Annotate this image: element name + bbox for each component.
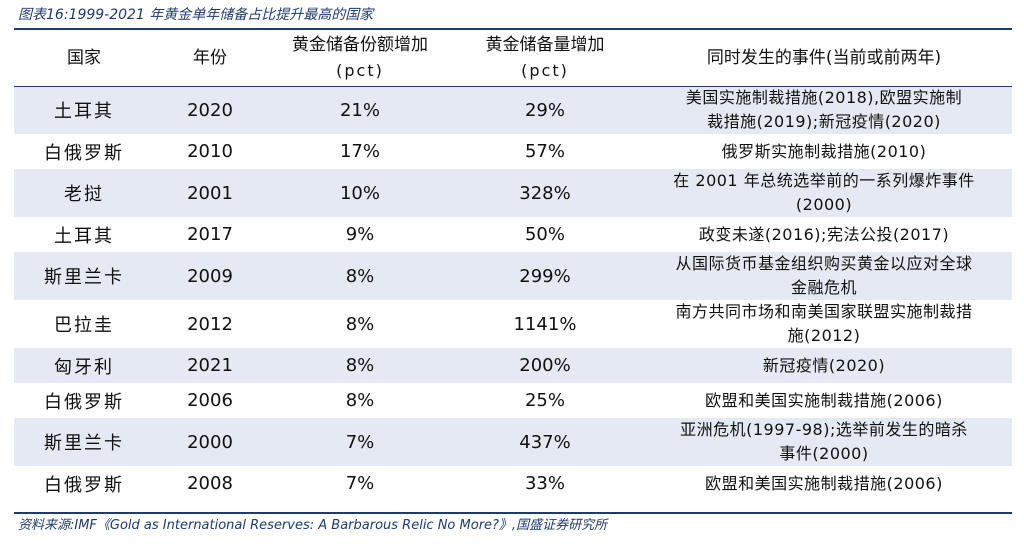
cell-year: 2012 [187,313,233,335]
cell-volume: 50% [524,224,565,245]
cell-country: 白俄罗斯 [44,474,124,496]
table-row: 土耳其 2017 9% 50% 政变未遂(2016);宪法公投(2017) [14,217,1012,252]
cell-share: 9% [345,224,375,245]
event-line: 欧盟和美国实施制裁措施(2006) [705,390,943,410]
cell-country: 老挝 [14,169,154,217]
cell-events: 新冠疫情(2020) [636,348,1012,383]
cell-events: 南方共同市场和南美国家联盟实施制裁措 施(2012) [636,300,1012,348]
table-row: 白俄罗斯 2008 7% 33% 欧盟和美国实施制裁措施(2006) [14,466,1012,501]
event-line: 亚洲危机(1997-98);选举前发生的暗杀 [680,420,968,439]
figure-caption: 图表16:1999-2021 年黄金单年储备占比提升最高的国家 [18,7,374,23]
cell-volume: 33% [524,473,565,494]
header-year: 年份 [193,47,227,68]
cell-year: 2008 [187,473,233,494]
header-events: 同时发生的事件(当前或前两年) [706,47,942,68]
cell-country: 白俄罗斯 [44,391,124,413]
table-row: 巴拉圭 2012 8% 1141% 南方共同市场和南美国家联盟实施制裁措 施(2… [14,300,1012,348]
header-share-increase-unit: (pct) [336,61,384,80]
cell-events: 欧盟和美国实施制裁措施(2006) [636,383,1012,418]
cell-year: 2009 [154,252,266,300]
event-line: 南方共同市场和南美国家联盟实施制裁措 [675,302,973,321]
cell-share: 7% [345,473,375,494]
table-row: 土耳其 2020 21% 29% 美国实施制裁措施(2018),欧盟实施制 裁措… [14,86,1012,134]
event-line: (2000) [795,195,853,214]
event-line: 在 2001 年总统选举前的一系列爆炸事件 [673,171,975,190]
cell-events: 亚洲危机(1997-98);选举前发生的暗杀 事件(2000) [636,418,1012,466]
header-country: 国家 [67,47,101,68]
cell-volume: 29% [454,86,636,134]
event-line: 新冠疫情(2020) [762,355,886,375]
header-volume-increase-unit: (pct) [521,61,569,80]
cell-events: 在 2001 年总统选举前的一系列爆炸事件 (2000) [636,169,1012,217]
cell-country: 匈牙利 [14,348,154,383]
event-line: 施(2012) [787,326,861,345]
table-row: 匈牙利 2021 8% 200% 新冠疫情(2020) [14,348,1012,383]
cell-events: 俄罗斯实施制裁措施(2010) [636,134,1012,169]
table-row: 白俄罗斯 2006 8% 25% 欧盟和美国实施制裁措施(2006) [14,383,1012,418]
cell-country: 土耳其 [14,86,154,134]
cell-country: 土耳其 [54,225,114,247]
cell-country: 斯里兰卡 [14,252,154,300]
cell-country: 白俄罗斯 [44,142,124,164]
cell-volume: 25% [524,390,565,411]
cell-events: 从国际货币基金组织购买黄金以应对全球 金融危机 [636,252,1012,300]
header-share-increase-label: 黄金储备份额增加 [292,35,428,55]
event-line: 从国际货币基金组织购买黄金以应对全球 [675,254,973,273]
cell-share: 17% [339,141,380,162]
cell-share: 8% [345,390,375,411]
table-row: 老挝 2001 10% 328% 在 2001 年总统选举前的一系列爆炸事件 (… [14,169,1012,217]
table-bottom-rule [14,512,1012,514]
cell-country: 巴拉圭 [54,315,114,336]
cell-share: 8% [266,252,454,300]
cell-share: 8% [345,313,375,335]
table-header-rule [14,86,1012,87]
cell-volume: 1141% [513,313,577,335]
cell-year: 2001 [154,169,266,217]
table-top-rule [14,28,1012,30]
table-row: 斯里兰卡 2000 7% 437% 亚洲危机(1997-98);选举前发生的暗杀… [14,418,1012,466]
cell-volume: 57% [524,141,565,162]
cell-events: 政变未遂(2016);宪法公投(2017) [636,217,1012,252]
cell-share: 8% [266,348,454,383]
event-line: 政变未遂(2016);宪法公投(2017) [698,224,950,244]
event-line: 金融危机 [790,278,857,297]
cell-share: 10% [266,169,454,217]
gold-reserve-table: 国家 年份 黄金储备份额增加 (pct) 黄金储备量增加 (pct) 同时发生的… [14,30,1012,501]
table-header-row: 国家 年份 黄金储备份额增加 (pct) 黄金储备量增加 (pct) 同时发生的… [14,30,1012,86]
cell-year: 2010 [187,141,233,162]
cell-events: 欧盟和美国实施制裁措施(2006) [636,466,1012,501]
header-share-increase: 黄金储备份额增加 (pct) [266,30,454,86]
cell-year: 2021 [154,348,266,383]
event-line: 欧盟和美国实施制裁措施(2006) [705,473,943,493]
cell-share: 7% [266,418,454,466]
cell-year: 2017 [187,224,233,245]
cell-events: 美国实施制裁措施(2018),欧盟实施制 裁措施(2019);新冠疫情(2020… [636,86,1012,134]
cell-volume: 200% [454,348,636,383]
header-volume-increase-label: 黄金储备量增加 [485,35,605,55]
source-note: 资料来源:IMF《Gold as International Reserves:… [18,518,608,533]
cell-volume: 328% [454,169,636,217]
event-line: 俄罗斯实施制裁措施(2010) [721,141,927,161]
header-volume-increase: 黄金储备量增加 (pct) [454,30,636,86]
cell-volume: 437% [454,418,636,466]
cell-share: 21% [266,86,454,134]
cell-year: 2000 [154,418,266,466]
event-line: 美国实施制裁措施(2018),欧盟实施制 [685,88,963,107]
cell-volume: 299% [454,252,636,300]
event-line: 裁措施(2019);新冠疫情(2020) [707,112,941,131]
cell-year: 2006 [187,390,233,411]
cell-year: 2020 [154,86,266,134]
event-line: 事件(2000) [779,444,869,463]
table-row: 斯里兰卡 2009 8% 299% 从国际货币基金组织购买黄金以应对全球 金融危… [14,252,1012,300]
table-row: 白俄罗斯 2010 17% 57% 俄罗斯实施制裁措施(2010) [14,134,1012,169]
cell-country: 斯里兰卡 [14,418,154,466]
